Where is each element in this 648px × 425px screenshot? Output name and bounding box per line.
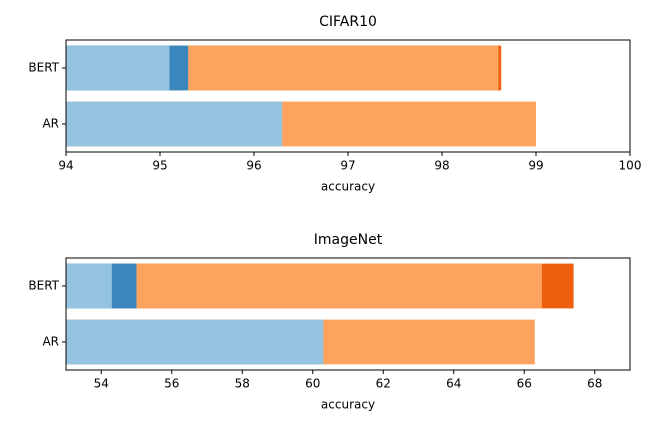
y-tick-label: BERT bbox=[28, 279, 59, 293]
x-tick-label: 97 bbox=[340, 159, 355, 173]
x-tick-label: 66 bbox=[517, 377, 532, 391]
x-tick-label: 94 bbox=[58, 159, 73, 173]
bar bbox=[66, 263, 542, 309]
y-tick-label: AR bbox=[42, 117, 59, 131]
x-axis-label: accuracy bbox=[321, 180, 375, 194]
x-tick-label: 56 bbox=[164, 377, 179, 391]
bar bbox=[66, 45, 170, 91]
bar bbox=[66, 319, 324, 365]
axes-frame bbox=[65, 257, 631, 371]
x-tick-label: 58 bbox=[235, 377, 250, 391]
x-tick-label: 96 bbox=[246, 159, 261, 173]
x-tick-label: 54 bbox=[94, 377, 109, 391]
chart-title: CIFAR10 bbox=[319, 14, 377, 30]
x-tick-label: 98 bbox=[434, 159, 449, 173]
x-tick-label: 99 bbox=[528, 159, 543, 173]
x-tick-label: 64 bbox=[446, 377, 461, 391]
x-tick-label: 60 bbox=[305, 377, 320, 391]
chart-title: ImageNet bbox=[314, 232, 383, 248]
y-tick-label: BERT bbox=[28, 61, 59, 75]
x-tick-label: 100 bbox=[619, 159, 642, 173]
x-tick-label: 95 bbox=[152, 159, 167, 173]
x-axis-label: accuracy bbox=[321, 398, 375, 412]
bar bbox=[66, 101, 283, 147]
x-tick-label: 62 bbox=[376, 377, 391, 391]
x-tick-label: 68 bbox=[587, 377, 602, 391]
bar bbox=[66, 263, 112, 309]
y-tick-label: AR bbox=[42, 335, 59, 349]
